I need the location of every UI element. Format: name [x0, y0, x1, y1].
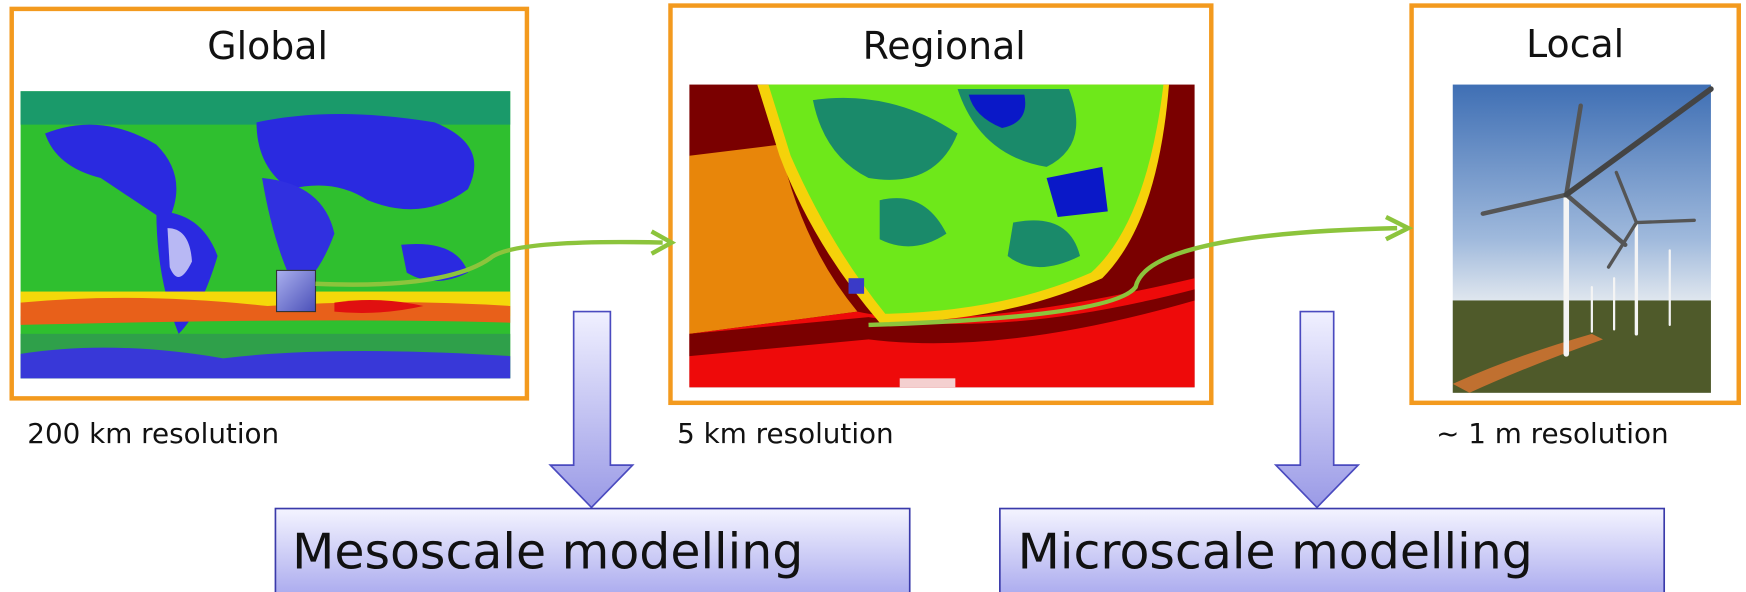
map-land [899, 378, 956, 388]
map-land [256, 114, 475, 210]
regional-map [689, 84, 1195, 388]
box-label: Microscale modelling [1018, 524, 1533, 581]
turbine-blade [1564, 192, 1628, 248]
local-panel: Local [1409, 3, 1741, 406]
down-arrow [1273, 310, 1361, 509]
wind-farm-photo [1452, 84, 1714, 393]
map-land [968, 94, 1026, 128]
turbine-blade [1614, 170, 1639, 225]
map-land [1007, 220, 1080, 268]
box [999, 507, 1666, 592]
arrowhead [1384, 215, 1414, 242]
map-band [334, 300, 424, 313]
map-land [1046, 166, 1108, 217]
panel-title: Local [1526, 22, 1624, 66]
connectors [315, 215, 1414, 328]
map-land [167, 228, 192, 277]
map-land [812, 97, 958, 180]
arrowhead [650, 229, 677, 256]
panel-title: Regional [863, 24, 1026, 68]
turbine-blade [1606, 220, 1639, 269]
map-band [20, 347, 511, 379]
turbines [1480, 86, 1714, 357]
map-ocean [689, 144, 858, 334]
map-ocean [689, 289, 1195, 357]
map-band [20, 91, 511, 125]
map-land [401, 244, 468, 281]
map-land [879, 198, 947, 247]
resolution-label: 5 km resolution [677, 417, 894, 450]
turbine-blade [1634, 218, 1696, 225]
map-land [848, 278, 865, 294]
panel-title: Global [207, 24, 328, 68]
map-land [262, 178, 335, 290]
resolution-label: ~ 1 m resolution [1436, 417, 1669, 450]
global-map [20, 91, 511, 379]
connector [315, 239, 663, 287]
down-arrow [548, 310, 635, 509]
mesoscale-box: Mesoscale modelling [274, 507, 911, 592]
regional-panel: Regional [668, 3, 1214, 406]
box [274, 507, 911, 592]
connector [868, 225, 1398, 328]
region-marker [275, 269, 317, 313]
turbine-blade [1480, 192, 1569, 216]
microscale-box: Microscale modelling [999, 507, 1666, 592]
box-label: Mesoscale modelling [292, 524, 803, 581]
global-panel: Global [9, 6, 530, 401]
turbine-blade [1563, 86, 1714, 198]
resolution-label: 200 km resolution [27, 417, 279, 450]
map-land [45, 124, 177, 223]
turbine-blade [1564, 103, 1583, 197]
